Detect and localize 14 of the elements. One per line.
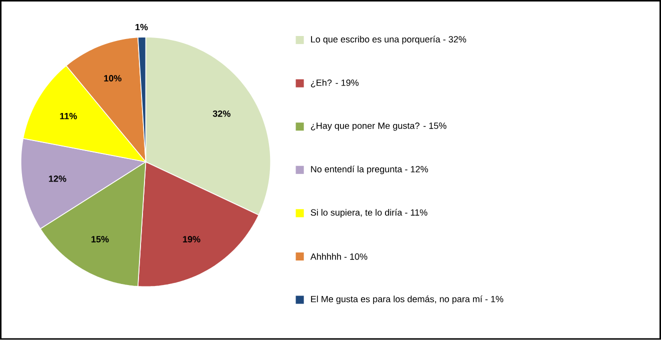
legend-label: Ahhhhh - 10% [310, 253, 368, 260]
legend-label: ¿Eh? - 19% [310, 79, 359, 88]
legend-label: El Me gusta es para los demás, no para mí - 1% [311, 296, 504, 304]
legend-label: Si lo supiera, te lo diría - 11% [310, 209, 428, 218]
legend-label: ¿Hay que poner Me gusta? - 15% [310, 122, 446, 131]
data-label: 12% [48, 176, 66, 182]
data-label: 15% [92, 236, 109, 242]
legend-label: Lo que escribo es una porquería - 32% [311, 36, 466, 44]
data-label: 11% [60, 113, 77, 120]
data-label: 1% [136, 24, 148, 30]
legend-label: No entendí la pregunta - 12% [311, 166, 428, 174]
data-label: 19% [183, 236, 200, 243]
data-label: 32% [212, 110, 230, 117]
data-label: 10% [104, 75, 122, 82]
